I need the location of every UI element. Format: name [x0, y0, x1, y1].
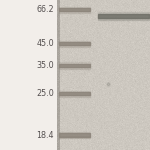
Bar [58, 132, 90, 133]
Bar [98, 18, 148, 20]
Text: 35.0: 35.0 [36, 61, 54, 70]
Bar [58, 95, 90, 97]
Bar [58, 40, 90, 42]
Bar [58, 8, 90, 11]
Bar [58, 91, 90, 92]
Text: 25.0: 25.0 [36, 89, 54, 98]
Text: 66.2: 66.2 [36, 5, 54, 14]
Bar [58, 7, 90, 8]
Text: 45.0: 45.0 [36, 39, 54, 48]
Bar [58, 11, 90, 13]
Bar [98, 12, 148, 13]
Bar [98, 14, 148, 18]
Bar [58, 133, 90, 137]
Bar [58, 45, 90, 47]
Bar [58, 92, 90, 95]
Bar [58, 62, 90, 64]
Bar [58, 64, 90, 67]
Text: 18.4: 18.4 [36, 130, 54, 140]
Bar [58, 136, 90, 138]
Bar [58, 42, 90, 45]
Bar [58, 67, 90, 69]
